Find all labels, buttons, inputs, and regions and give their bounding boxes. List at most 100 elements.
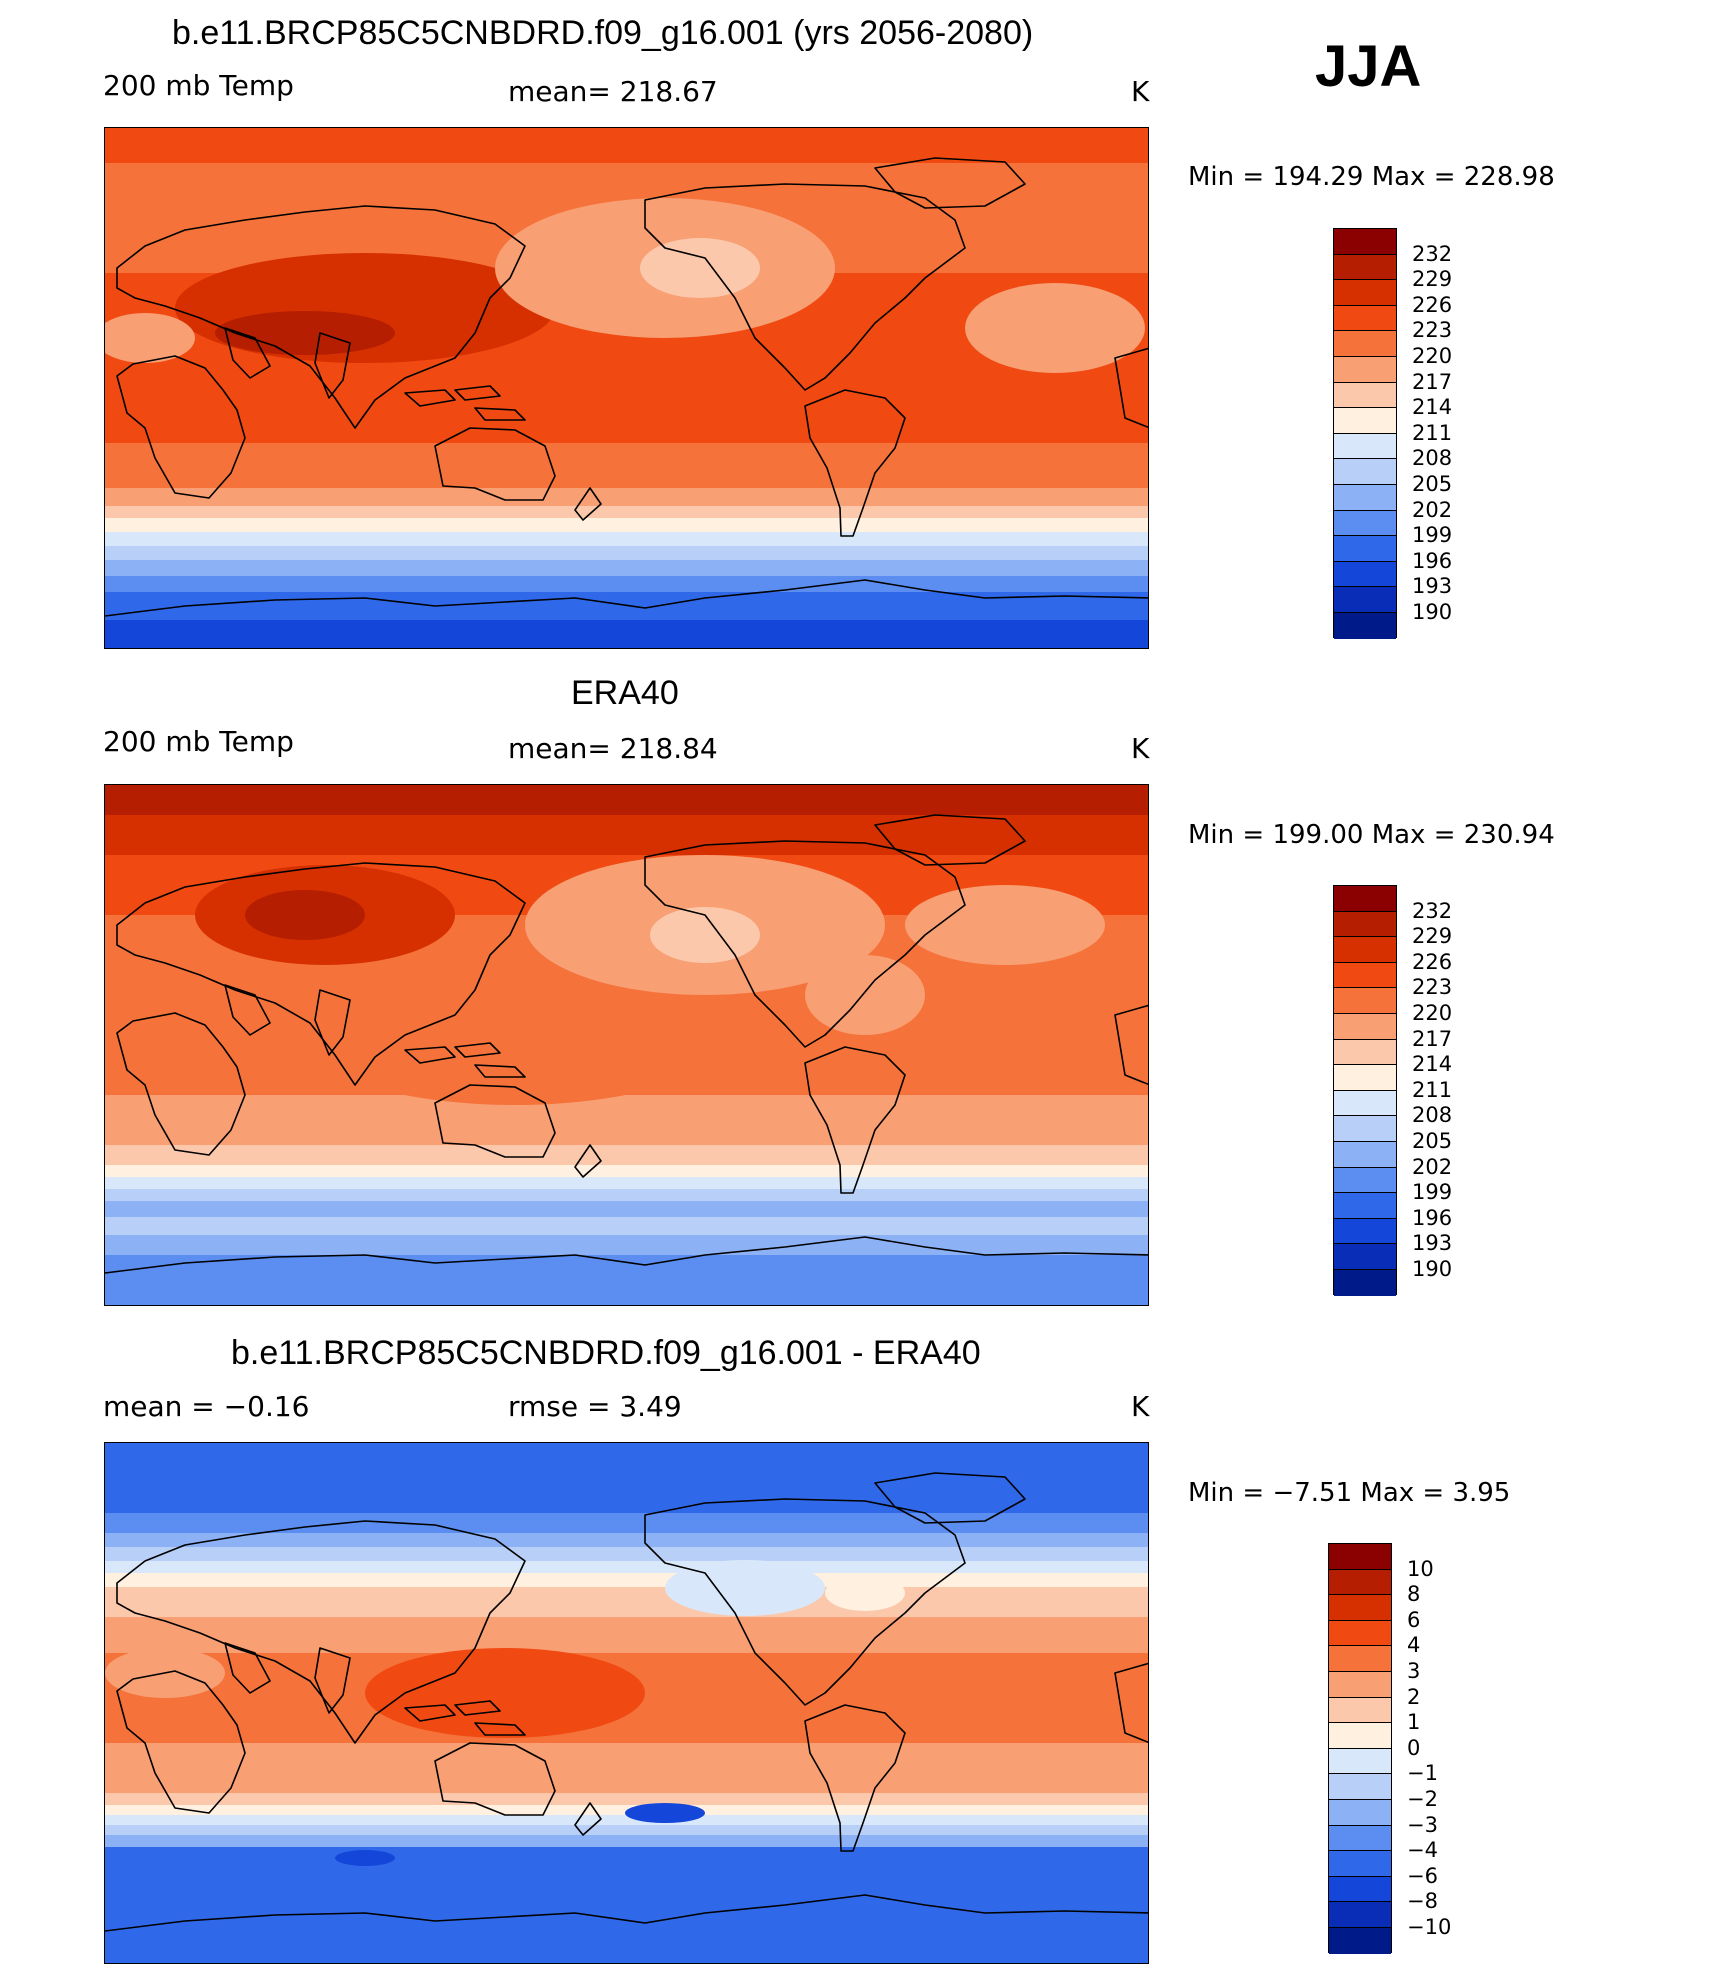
coastline [105, 1236, 1148, 1274]
coastline [804, 1046, 906, 1194]
colorbar-tick-label: 211 [1412, 420, 1453, 445]
colorbar-tick-label: −4 [1407, 1838, 1438, 1863]
colorbar-tick-label: 10 [1407, 1556, 1434, 1581]
colorbar-swatch [1329, 1595, 1391, 1621]
coastline [574, 1144, 602, 1178]
colorbar-tick-label: 190 [1412, 1257, 1453, 1281]
colorbar-swatch [1329, 1723, 1391, 1749]
colorbar-swatch [1334, 1141, 1396, 1168]
colorbar-tick-label: −3 [1407, 1812, 1438, 1837]
colorbar-swatch [1329, 1774, 1391, 1800]
colorbar-swatch [1334, 382, 1396, 409]
colorbar-tick-label: 232 [1412, 241, 1453, 266]
colorbar-tick-label: 202 [1412, 1154, 1453, 1179]
colorbar-swatch [1329, 1927, 1391, 1954]
colorbar-tick-label: 229 [1412, 267, 1453, 292]
coastline-layer [105, 157, 1148, 617]
coastline [574, 487, 602, 521]
colorbar-swatch [1329, 1748, 1391, 1775]
panel-2-unit-label: K [1131, 732, 1150, 765]
panel-1-colorbar [1333, 228, 1397, 639]
colorbar-tick-label: 193 [1412, 574, 1453, 599]
coastline [116, 205, 526, 429]
colorbar-tick-label: 211 [1412, 1077, 1453, 1102]
coastline [1114, 347, 1148, 429]
panel-2-mean-label: mean= 218.84 [508, 732, 718, 765]
colorbar-tick-label: 6 [1407, 1607, 1421, 1632]
coastline [644, 840, 966, 1048]
panel-3-map [104, 1442, 1149, 1964]
colorbar-swatch [1329, 1851, 1391, 1877]
colorbar-swatch [1334, 962, 1396, 989]
colorbar-tick-label: 223 [1412, 975, 1453, 1000]
colorbar-tick-label: 217 [1412, 1026, 1453, 1051]
map-field [105, 1443, 1148, 1963]
colorbar-swatch [1334, 1116, 1396, 1142]
colorbar-tick-label: −10 [1407, 1915, 1452, 1939]
colorbar-tick-label: 199 [1412, 1180, 1453, 1205]
colorbar-swatch [1334, 484, 1396, 511]
coastline [644, 183, 966, 391]
coastline [434, 1084, 556, 1158]
colorbar-tick-label: 208 [1412, 1103, 1453, 1128]
colorbar-tick-label: 8 [1407, 1582, 1421, 1607]
coastline [404, 1704, 456, 1722]
colorbar-swatch [1329, 1620, 1391, 1647]
colorbar-swatch [1334, 886, 1396, 912]
coastline [454, 1700, 501, 1716]
coastline [574, 1802, 602, 1836]
coastline [314, 1647, 351, 1714]
colorbar-tick-label: 220 [1412, 344, 1453, 368]
panel-2-map [104, 784, 1149, 1306]
colorbar-swatch [1334, 331, 1396, 357]
colorbar-swatch [1329, 1544, 1391, 1570]
coastline [116, 862, 526, 1086]
coastline [454, 1042, 501, 1058]
coastline [224, 1642, 271, 1694]
colorbar-swatch [1329, 1902, 1391, 1928]
colorbar-tick-label: 205 [1412, 1129, 1453, 1153]
coastline [116, 1520, 526, 1744]
colorbar-swatch [1329, 1671, 1391, 1698]
coastline [804, 389, 906, 537]
colorbar-swatch [1334, 356, 1396, 383]
colorbar-swatch [1334, 1013, 1396, 1040]
colorbar-swatch [1334, 1167, 1396, 1194]
colorbar-swatch [1329, 1825, 1391, 1852]
colorbar-swatch [1334, 536, 1396, 562]
coastline-layer [105, 1472, 1148, 1932]
coastline [454, 385, 501, 401]
panel-1-map [104, 127, 1149, 649]
colorbar-tick-label: 2 [1407, 1684, 1421, 1709]
colorbar-swatch [1334, 280, 1396, 306]
season-label: JJA [1315, 34, 1422, 99]
colorbar-swatch [1329, 1697, 1391, 1724]
colorbar-tick-label: 205 [1412, 472, 1453, 496]
colorbar-swatch [1334, 561, 1396, 588]
colorbar-tick-label: 0 [1407, 1735, 1421, 1760]
coastline [404, 389, 456, 407]
colorbar-swatch [1334, 911, 1396, 938]
colorbar-swatch [1329, 1569, 1391, 1596]
panel-1-variable-label: 200 mb Temp [103, 69, 294, 102]
colorbar-tick-label: 226 [1412, 292, 1453, 317]
coastline-layer [105, 814, 1148, 1274]
panel-2-variable-label: 200 mb Temp [103, 725, 294, 758]
colorbar-swatch [1334, 1090, 1396, 1117]
coastline [1114, 1004, 1148, 1086]
coastline [116, 1670, 246, 1814]
panel-2-colorbar [1333, 885, 1397, 1296]
coastline [644, 1498, 966, 1706]
colorbar-tick-label: 214 [1412, 395, 1453, 420]
coastline [874, 157, 1026, 209]
colorbar-tick-label: 193 [1412, 1231, 1453, 1256]
coastline [474, 1722, 526, 1736]
panel-1-minmax: Min = 194.29 Max = 228.98 [1188, 162, 1555, 192]
colorbar-swatch [1334, 1269, 1396, 1296]
colorbar-tick-label: 229 [1412, 924, 1453, 949]
colorbar-swatch [1334, 254, 1396, 281]
colorbar-tick-label: 214 [1412, 1052, 1453, 1077]
colorbar-swatch [1334, 305, 1396, 332]
colorbar-tick-label: 199 [1412, 523, 1453, 548]
panel-3-colorbar [1328, 1543, 1392, 1954]
